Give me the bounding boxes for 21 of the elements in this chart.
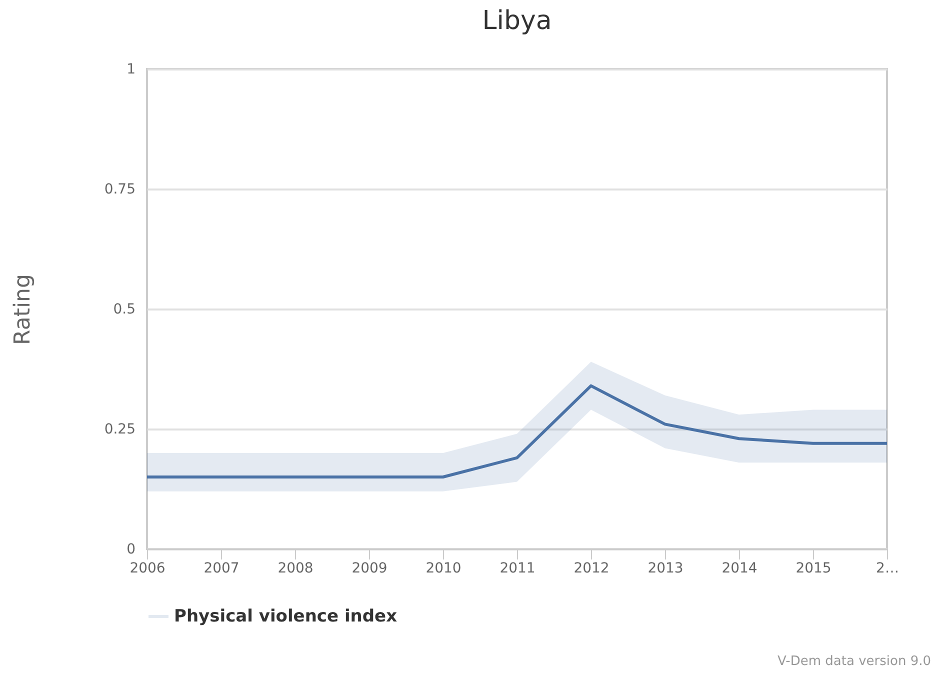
chart-title: Libya (482, 6, 552, 36)
y-axis-title: Rating (10, 274, 36, 345)
y-tick-label: 0.75 (104, 182, 136, 198)
y-tick-label: 1 (126, 62, 136, 78)
line-series (146, 384, 888, 478)
x-tick-label: 2006 (130, 560, 166, 576)
y-tick-label: 0 (126, 542, 136, 558)
y-tick-label: 0.25 (104, 422, 136, 438)
x-tick-label: 2014 (722, 560, 758, 576)
y-tick-label: 0.5 (113, 302, 136, 318)
x-tick-label: 2012 (574, 560, 610, 576)
x-tick-label: 2009 (352, 560, 388, 576)
x-tick-label: 2010 (426, 560, 462, 576)
x-tick-label: 2013 (648, 560, 684, 576)
x-tick-label: 2015 (796, 560, 832, 576)
legend-label: Physical violence index (174, 606, 398, 626)
text: V-Dem data version 9.0 (778, 654, 931, 669)
x-tick-label: 2007 (204, 560, 240, 576)
x-tick-label: 2008 (278, 560, 314, 576)
x-tick-label: 2… (876, 560, 899, 576)
x-tick-label: 2011 (500, 560, 536, 576)
